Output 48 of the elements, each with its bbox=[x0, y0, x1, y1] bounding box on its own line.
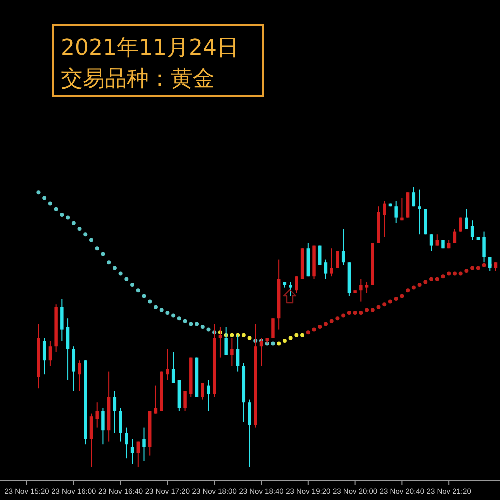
candlestick bbox=[360, 278, 363, 302]
title-box: 2021年11月24日 交易品种：黄金 bbox=[52, 24, 264, 97]
candlestick bbox=[459, 217, 462, 232]
candlestick bbox=[66, 318, 70, 381]
chart-subtitle: 交易品种：黄金 bbox=[61, 67, 215, 92]
candlestick bbox=[330, 248, 334, 278]
candlestick bbox=[72, 346, 76, 392]
candlestick bbox=[96, 402, 99, 428]
candlestick bbox=[130, 438, 134, 465]
candlestick bbox=[436, 234, 439, 246]
candlestick bbox=[289, 282, 292, 297]
chart-title: 2021年11月24日 bbox=[61, 36, 239, 61]
candlestick bbox=[207, 380, 210, 412]
candlestick bbox=[272, 318, 275, 339]
candlestick bbox=[201, 382, 204, 400]
candlestick bbox=[394, 200, 398, 224]
candlestick bbox=[136, 441, 140, 468]
candlestick bbox=[465, 208, 468, 230]
candlestick bbox=[365, 282, 369, 294]
candlestick bbox=[230, 338, 234, 367]
candlestick bbox=[295, 276, 298, 294]
candlestick bbox=[418, 189, 422, 236]
candlestick bbox=[142, 427, 146, 462]
candlestick bbox=[119, 408, 122, 442]
candlestick bbox=[166, 348, 170, 381]
candlestick bbox=[102, 408, 105, 446]
candlestick bbox=[342, 228, 346, 266]
candlestick bbox=[125, 427, 128, 460]
candlestick bbox=[48, 340, 52, 367]
candlestick bbox=[184, 390, 187, 412]
candlestick bbox=[78, 360, 82, 392]
candlestick bbox=[383, 200, 386, 238]
candlestick bbox=[248, 399, 252, 468]
candlestick bbox=[236, 334, 240, 372]
candlestick bbox=[60, 298, 64, 342]
candlestick bbox=[430, 234, 434, 252]
candlestick bbox=[412, 186, 416, 208]
candlestick bbox=[318, 245, 322, 266]
candlestick bbox=[90, 413, 94, 468]
candlestick bbox=[42, 338, 46, 376]
candlestick bbox=[172, 352, 176, 384]
candlestick bbox=[324, 259, 328, 280]
candlestick bbox=[400, 198, 404, 222]
candlestick bbox=[482, 231, 486, 264]
candlestick bbox=[453, 228, 457, 244]
candlestick bbox=[470, 220, 474, 241]
candlestick bbox=[154, 385, 158, 414]
candlestick bbox=[113, 390, 117, 434]
